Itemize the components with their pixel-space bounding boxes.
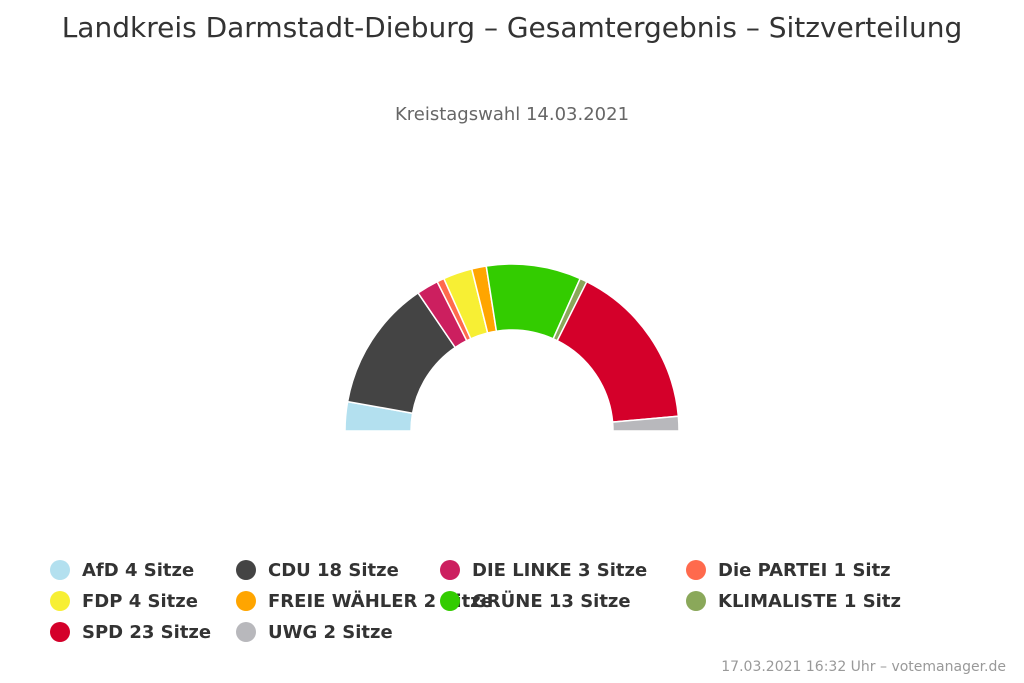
legend-item-grüne[interactable]: GRÜNE 13 Sitze — [440, 587, 631, 615]
legend-label: UWG 2 Sitze — [268, 621, 393, 643]
legend-label: Die PARTEI 1 Sitz — [718, 559, 891, 581]
legend-marker — [440, 560, 460, 580]
legend-item-uwg[interactable]: UWG 2 Sitze — [236, 618, 393, 646]
legend-label: AfD 4 Sitze — [82, 559, 195, 581]
legend-label: FDP 4 Sitze — [82, 590, 198, 612]
legend-marker — [440, 591, 460, 611]
slice-uwg[interactable] — [611, 415, 680, 432]
legend-label: FREIE WÄHLER 2 Sitze — [268, 590, 493, 612]
legend-marker — [50, 591, 70, 611]
legend-label: CDU 18 Sitze — [268, 559, 399, 581]
legend-marker — [50, 560, 70, 580]
legend-marker — [236, 622, 256, 642]
chart-subtitle: Kreistagswahl 14.03.2021 — [394, 104, 630, 125]
legend-item-die-linke[interactable]: DIE LINKE 3 Sitze — [440, 556, 647, 584]
legend-item-freie-wähler[interactable]: FREIE WÄHLER 2 Sitze — [236, 587, 493, 615]
legend-item-klimaliste[interactable]: KLIMALISTE 1 Sitz — [686, 587, 901, 615]
legend-label: DIE LINKE 3 Sitze — [472, 559, 648, 581]
legend-item-cdu[interactable]: CDU 18 Sitze — [236, 556, 399, 584]
legend-marker — [236, 560, 256, 580]
legend-item-spd[interactable]: SPD 23 Sitze — [50, 618, 211, 646]
seat-distribution-chart — [344, 263, 680, 432]
credit-footer: 17.03.2021 16:32 Uhr – votemanager.de — [721, 659, 1006, 675]
legend-marker — [50, 622, 70, 642]
legend-item-fdp[interactable]: FDP 4 Sitze — [50, 587, 198, 615]
legend-item-afd[interactable]: AfD 4 Sitze — [50, 556, 194, 584]
legend-label: KLIMALISTE 1 Sitz — [718, 590, 901, 612]
legend-marker — [236, 591, 256, 611]
legend-marker — [686, 560, 706, 580]
chart-title: Landkreis Darmstadt-Dieburg – Gesamterge… — [61, 11, 963, 44]
legend-marker — [686, 591, 706, 611]
legend-item-die-partei[interactable]: Die PARTEI 1 Sitz — [686, 556, 891, 584]
legend-label: SPD 23 Sitze — [82, 621, 212, 643]
legend-label: GRÜNE 13 Sitze — [472, 590, 631, 612]
